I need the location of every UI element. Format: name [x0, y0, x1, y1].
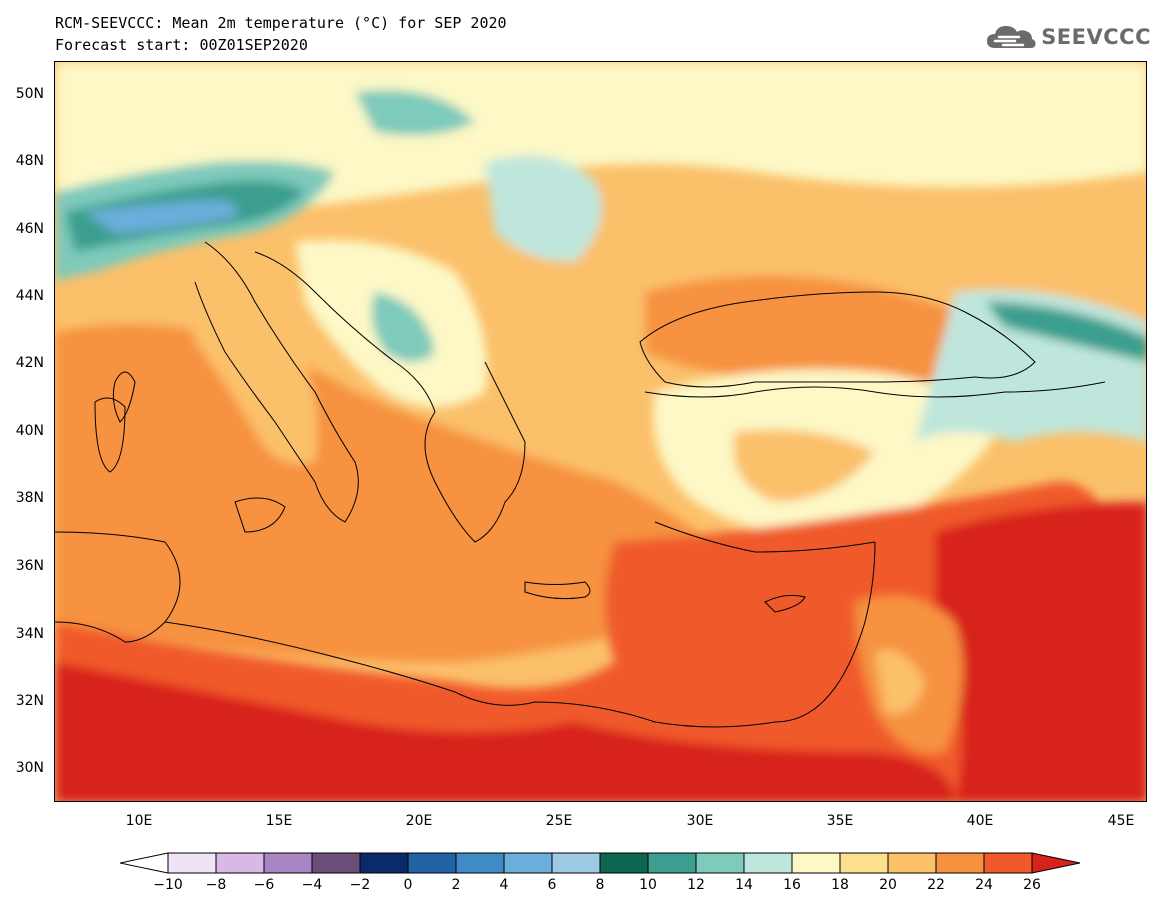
lat-tick-32: 32N — [15, 693, 44, 709]
lat-tick-34: 34N — [15, 626, 44, 642]
lon-tick-30: 30E — [686, 813, 714, 829]
colorbar-level-label: −4 — [301, 877, 323, 893]
colorbar-level-label: 16 — [783, 877, 801, 893]
colorbar-over-arrow — [1031, 852, 1081, 874]
colorbar-swatch — [935, 852, 985, 874]
colorbar-level-label: 6 — [547, 877, 557, 893]
colorbar-swatch — [647, 852, 697, 874]
colorbar-level-label: 0 — [403, 877, 413, 893]
colorbar-level-label: 22 — [927, 877, 945, 893]
temperature-map — [54, 61, 1147, 802]
lon-tick-25: 25E — [545, 813, 573, 829]
colorbar-swatch — [983, 852, 1033, 874]
colorbar-swatch — [695, 852, 745, 874]
zone-italy — [185, 292, 318, 464]
colorbar-level-label: 24 — [975, 877, 993, 893]
zone-18 — [55, 62, 1146, 262]
colorbar-swatch — [503, 852, 553, 874]
colorbar-swatch — [887, 852, 937, 874]
zone-26-south — [55, 662, 955, 801]
cloud-icon — [987, 26, 1036, 48]
zone-caucasus-10 — [985, 302, 1146, 362]
colorbar-level-label: −10 — [153, 877, 183, 893]
colorbar-swatch — [839, 852, 889, 874]
colorbar-level-label: −8 — [205, 877, 227, 893]
lat-tick-40: 40N — [15, 423, 44, 439]
colorbar-swatch — [263, 852, 313, 874]
colorbar-level-label: 12 — [687, 877, 705, 893]
colorbar-level-label: 4 — [499, 877, 509, 893]
lon-tick-10: 10E — [125, 813, 153, 829]
lon-tick-20: 20E — [405, 813, 433, 829]
lat-tick-42: 42N — [15, 355, 44, 371]
colorbar-swatch — [359, 852, 409, 874]
lon-tick-45: 45E — [1107, 813, 1135, 829]
colorbar-level-label: 14 — [735, 877, 753, 893]
colorbar-swatch — [167, 852, 217, 874]
lat-tick-46: 46N — [15, 221, 44, 237]
colorbar-level-label: −6 — [253, 877, 275, 893]
colorbar-swatch — [215, 852, 265, 874]
lat-tick-36: 36N — [15, 558, 44, 574]
zone-anatolia-warm — [733, 429, 875, 502]
lat-tick-38: 38N — [15, 490, 44, 506]
zone-levant-20 — [875, 650, 925, 714]
coastlines — [55, 241, 1106, 728]
lat-tick-44: 44N — [15, 288, 44, 304]
lat-tick-50: 50N — [15, 86, 44, 102]
colorbar-swatch — [791, 852, 841, 874]
colorbar-swatch — [311, 852, 361, 874]
zone-alps-4 — [85, 200, 238, 234]
zone-sudetes — [355, 90, 475, 136]
colorbar-swatch — [599, 852, 649, 874]
zone-26-east — [935, 502, 1146, 801]
colorbar-level-label: 18 — [831, 877, 849, 893]
seevccc-logo: SEEVCCC — [985, 22, 1151, 52]
colorbar-swatch — [407, 852, 457, 874]
colorbar-level-label: −2 — [349, 877, 371, 893]
zone-dinarides — [371, 292, 435, 362]
zone-carpathians — [485, 155, 602, 262]
temperature-field — [55, 62, 1146, 801]
colorbar-level-label: 8 — [595, 877, 605, 893]
map-title: RCM-SEEVCCC: Mean 2m temperature (°C) fo… — [55, 14, 507, 32]
colorbar-level-label: 2 — [451, 877, 461, 893]
colorbar-level-label: 10 — [639, 877, 657, 893]
colorbar-level-label: 26 — [1023, 877, 1041, 893]
lat-tick-30: 30N — [15, 760, 44, 776]
lon-tick-40: 40E — [966, 813, 994, 829]
colorbar-swatch — [743, 852, 793, 874]
colorbar-level-label: 20 — [879, 877, 897, 893]
colorbar-under-arrow — [120, 852, 169, 874]
logo-text: SEEVCCC — [1041, 25, 1151, 49]
colorbar-swatch — [551, 852, 601, 874]
temperature-colorbar — [120, 852, 1081, 874]
lat-tick-48: 48N — [15, 153, 44, 169]
colorbar-swatch — [455, 852, 505, 874]
lon-tick-35: 35E — [826, 813, 854, 829]
zone-mediterranean — [55, 324, 755, 662]
forecast-start-label: Forecast start: 00Z01SEP2020 — [55, 36, 308, 54]
lon-tick-15: 15E — [265, 813, 293, 829]
